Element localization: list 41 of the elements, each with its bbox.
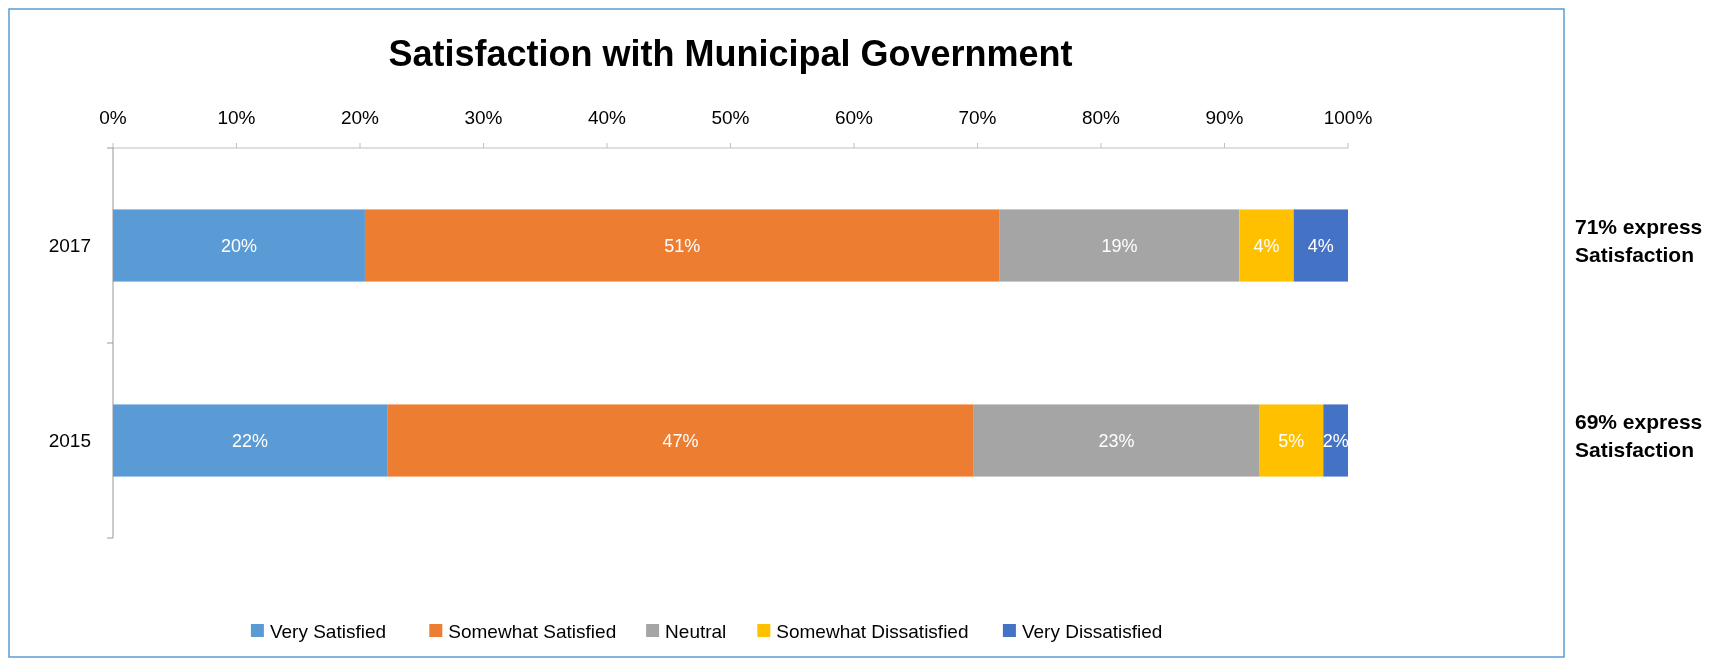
x-tick-label: 20% bbox=[340, 107, 380, 128]
data-label: 22% bbox=[232, 430, 269, 451]
legend-label: Somewhat Dissatisfied bbox=[776, 620, 969, 642]
data-label: 47% bbox=[662, 430, 699, 451]
legend-label: Neutral bbox=[665, 620, 727, 642]
x-tick-label: 50% bbox=[711, 107, 750, 128]
bar bbox=[1259, 404, 1324, 477]
legend-label: Very Dissatisfied bbox=[1021, 620, 1163, 642]
x-tick-label: 100% bbox=[1323, 107, 1373, 128]
data-label: 23% bbox=[1098, 430, 1135, 451]
legend-label: Somewhat Satisfied bbox=[448, 620, 617, 642]
bar bbox=[387, 404, 974, 477]
x-tick-label: 80% bbox=[1081, 107, 1121, 128]
text: 71% express Satisfaction bbox=[1575, 214, 1703, 266]
x-tick-label: 90% bbox=[1205, 107, 1244, 128]
data-label: 19% bbox=[1101, 235, 1138, 256]
x-tick-label: 10% bbox=[217, 107, 256, 128]
bar bbox=[1293, 209, 1348, 282]
data-label: 20% bbox=[220, 235, 257, 256]
chart-title: Satisfaction with Municipal Government bbox=[388, 33, 1073, 74]
text: 69% express Satisfaction bbox=[1575, 409, 1703, 461]
data-label: 2% bbox=[1322, 430, 1349, 451]
x-tick-label: 60% bbox=[834, 107, 874, 128]
bar bbox=[113, 404, 388, 477]
x-tick-label: 40% bbox=[587, 107, 627, 128]
bar bbox=[1323, 404, 1348, 477]
data-label: 4% bbox=[1307, 235, 1334, 256]
bar bbox=[113, 209, 365, 282]
y-tick-label: 2017 bbox=[48, 235, 91, 257]
legend-label: Very Satisfied bbox=[269, 620, 387, 642]
data-label: 51% bbox=[664, 235, 701, 256]
data-label: 5% bbox=[1278, 430, 1305, 451]
x-tick-label: 70% bbox=[958, 107, 997, 128]
x-tick-label: 0% bbox=[99, 107, 127, 128]
x-tick-label: 30% bbox=[464, 107, 503, 128]
y-tick-label: 2015 bbox=[48, 430, 91, 452]
bar bbox=[973, 404, 1260, 477]
bar bbox=[1239, 209, 1294, 282]
data-label: 4% bbox=[1253, 235, 1280, 256]
bar bbox=[364, 209, 1000, 282]
bar bbox=[999, 209, 1240, 282]
